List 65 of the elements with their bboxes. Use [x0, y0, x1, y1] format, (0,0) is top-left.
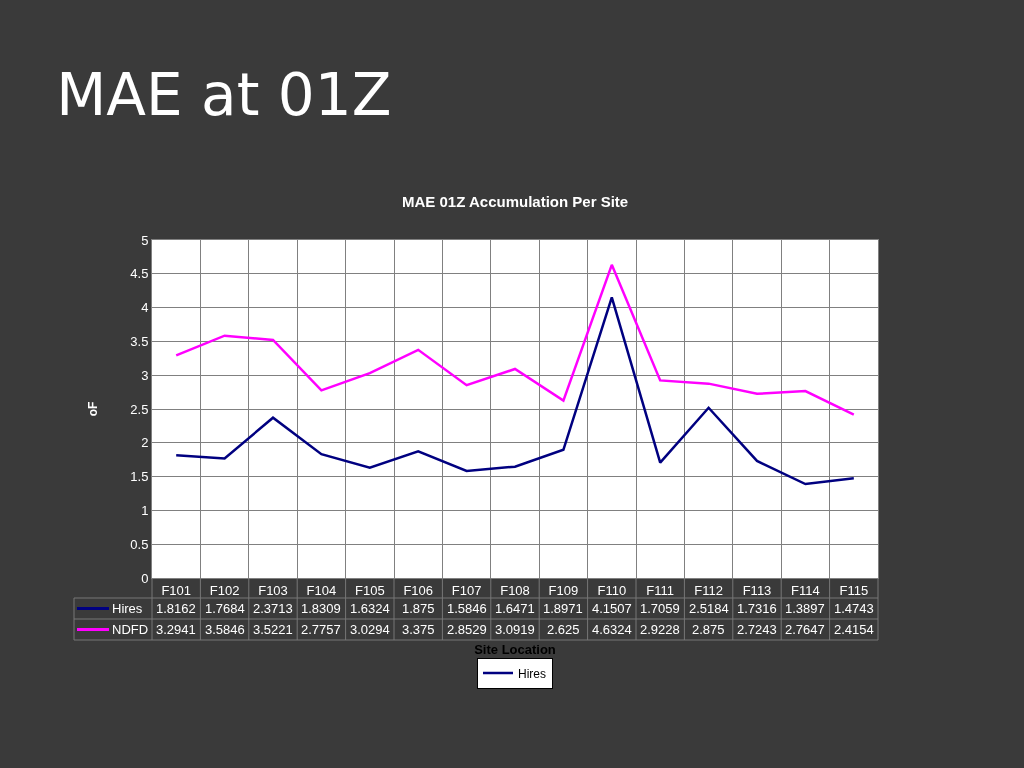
x-tick-label: F108	[500, 582, 530, 598]
data-label: 1.8971	[543, 601, 583, 616]
x-tick-label: F101	[161, 582, 192, 598]
data-label: 3.2941	[156, 622, 196, 637]
x-tick-label: F112	[694, 582, 723, 598]
text: Hires	[518, 666, 547, 681]
data-label: 2.3713	[253, 601, 293, 616]
data-label: 2.7757	[301, 622, 341, 637]
y-tick-label: 3	[141, 367, 149, 383]
y-tick-label: 0	[141, 570, 149, 586]
y-tick-label: 3.5	[130, 333, 149, 349]
line-series	[174, 296, 856, 486]
data-label: 1.7316	[737, 601, 777, 616]
data-label: 3.375	[402, 622, 435, 637]
x-tick-label: F115	[839, 582, 869, 598]
data-label: 1.7059	[640, 601, 680, 616]
x-tick-label: F104	[306, 582, 337, 598]
x-tick-label: F107	[451, 582, 482, 598]
y-tick-label: 0.5	[130, 536, 149, 552]
x-tick-label: F106	[403, 582, 434, 598]
y-tick-label: 2.5	[130, 401, 149, 417]
x-tick-label: F114	[791, 582, 820, 598]
y-tick-label: 2	[141, 435, 149, 451]
y-tick-label: 1	[141, 502, 149, 518]
data-label: 1.875	[402, 601, 435, 616]
y-axis-title: oF	[85, 401, 100, 417]
data-label: 1.4743	[834, 601, 874, 616]
data-label: 2.625	[547, 622, 580, 637]
x-tick-label: F110	[597, 582, 627, 598]
data-label: 1.8309	[301, 601, 341, 616]
legend-label: NDFD	[112, 622, 149, 637]
data-label: 1.7684	[205, 601, 245, 616]
data-label: 2.9228	[640, 622, 680, 637]
legend-label: Hires	[112, 601, 143, 616]
data-label: 1.8162	[156, 601, 196, 616]
x-tick-label: F102	[209, 582, 240, 598]
data-label: 2.5184	[689, 601, 729, 616]
line-series	[174, 263, 856, 416]
x-axis-title: Site Location	[474, 642, 556, 658]
y-tick-label: 1.5	[130, 469, 149, 485]
x-tick-label: F111	[646, 582, 675, 598]
data-label: 2.4154	[834, 622, 874, 637]
data-label: 4.6324	[592, 622, 632, 637]
data-label: 1.6471	[495, 601, 535, 616]
data-label: 2.875	[692, 622, 725, 637]
x-tick-label: F103	[258, 582, 288, 598]
y-tick-label: 5	[141, 232, 149, 248]
x-tick-label: F113	[742, 582, 772, 598]
data-label: 2.8529	[447, 622, 487, 637]
data-label: 3.0294	[350, 622, 390, 637]
data-label: 1.6324	[350, 601, 390, 616]
data-label: 1.5846	[447, 601, 487, 616]
data-label: 2.7243	[737, 622, 777, 637]
x-tick-label: F105	[354, 582, 385, 598]
data-label: 3.5846	[205, 622, 245, 637]
chart-subtitle: MAE 01Z Accumulation Per Site	[402, 193, 629, 210]
x-tick-label: F109	[548, 582, 579, 598]
data-label: 1.3897	[785, 601, 825, 616]
y-tick-label: 4.5	[130, 266, 149, 282]
data-label: 3.0919	[495, 622, 535, 637]
data-label: 4.1507	[592, 601, 632, 616]
y-tick-label: 4	[141, 300, 149, 316]
chart-title: MAE at 01Z	[56, 61, 392, 130]
data-label: 2.7647	[785, 622, 825, 637]
data-label: 3.5221	[253, 622, 293, 637]
